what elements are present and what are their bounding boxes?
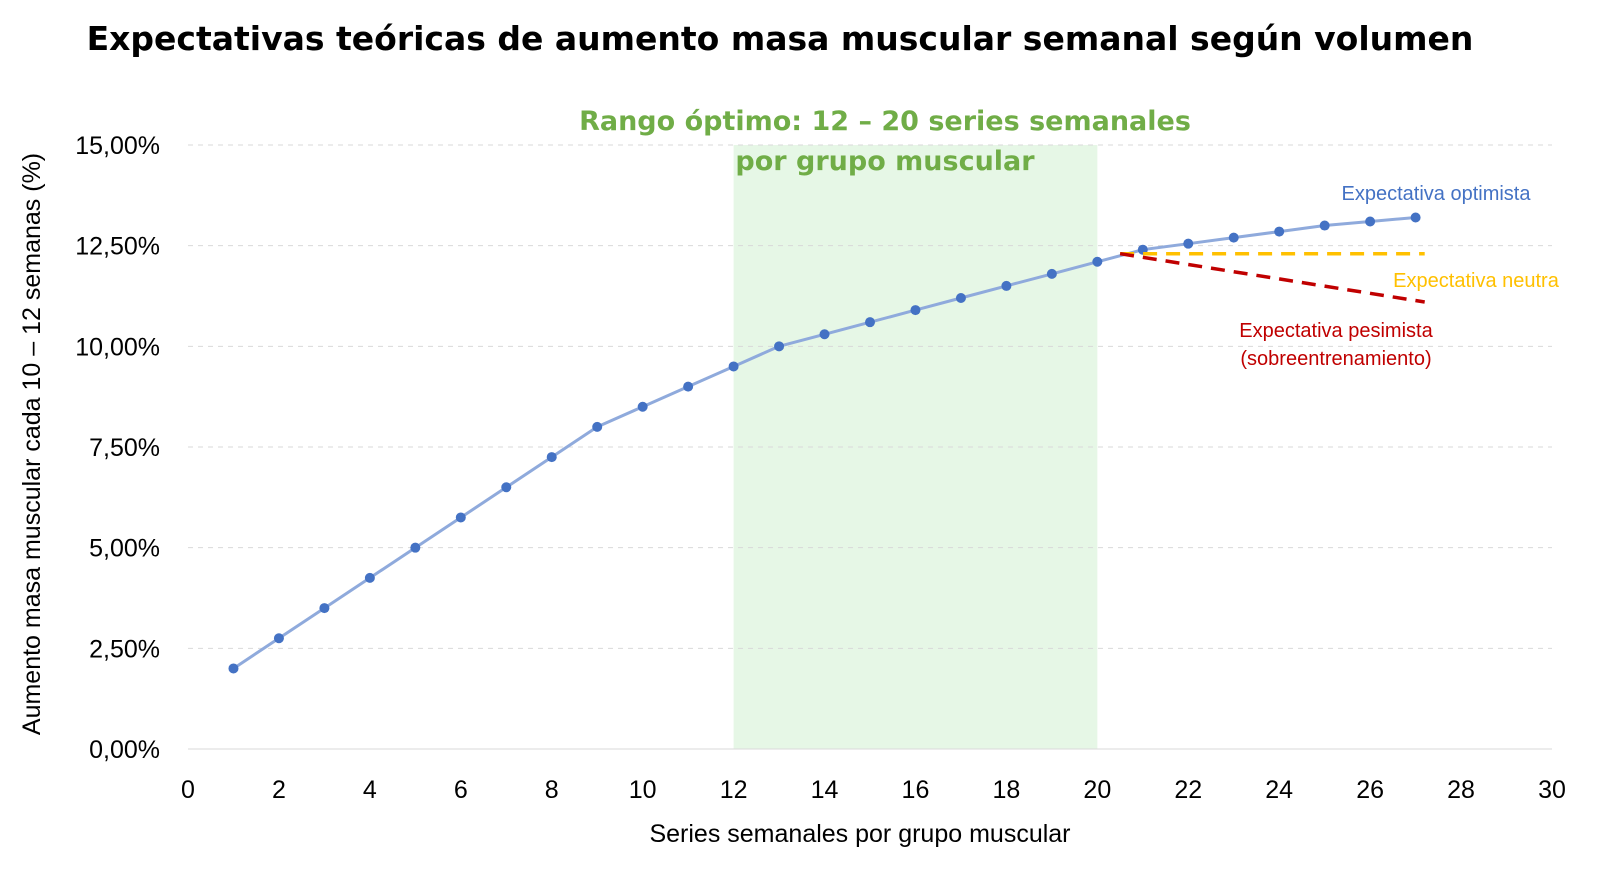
- y-tick-label: 2,50%: [89, 635, 160, 663]
- series-marker: [774, 341, 785, 352]
- y-tick-label: 12,50%: [75, 233, 160, 261]
- series-marker: [1319, 220, 1330, 231]
- x-tick-label: 2: [272, 776, 286, 804]
- x-tick-label: 20: [1083, 776, 1111, 804]
- x-tick-label: 24: [1265, 776, 1293, 804]
- series-marker: [1001, 280, 1012, 291]
- x-tick-label: 26: [1356, 776, 1384, 804]
- y-axis-title: Aumento masa muscular cada 10 – 12 seman…: [18, 153, 46, 735]
- series-label-layer: Expectativa optimista Expectativa neutra E…: [1239, 183, 1559, 370]
- series-marker: [592, 421, 603, 432]
- series-marker: [410, 542, 421, 553]
- series-marker: [273, 633, 284, 644]
- x-tick-label: 30: [1538, 776, 1566, 804]
- series-marker: [865, 317, 875, 328]
- series-marker: [910, 305, 921, 316]
- series-marker: [1365, 216, 1376, 227]
- x-tick-label: 16: [902, 776, 930, 804]
- x-tick-label: 0: [181, 776, 195, 804]
- series-marker: [1274, 226, 1285, 237]
- optimal-range-label-line-1: Rango óptimo: 12 – 20 series semanales: [579, 106, 1191, 137]
- series-label-0: Expectativa optimista: [1342, 183, 1532, 205]
- x-axis-title: Series semanales por grupo muscular: [649, 820, 1070, 848]
- series-label-1: Expectativa neutra: [1393, 270, 1560, 292]
- highlight-band-layer: Rango óptimo: 12 – 20 series semanales po…: [579, 106, 1191, 749]
- series-marker: [955, 293, 966, 304]
- y-tick-label: 15,00%: [75, 132, 160, 160]
- series-marker: [637, 401, 648, 412]
- series-marker: [228, 663, 239, 674]
- optimal-range-band: [733, 145, 1098, 749]
- series-line-2: [1119, 251, 1425, 304]
- grid-layer: [188, 144, 1552, 750]
- y-tick-label: 0,00%: [89, 736, 160, 764]
- series-layer: [228, 212, 1425, 674]
- y-tick-layer: 0,00% 2,50% 5,00% 7,50% 10,00% 12,50% 15,00%: [75, 132, 160, 764]
- chart-title: Expectativas teóricas de aumento masa mu…: [87, 19, 1474, 58]
- x-tick-label: 22: [1174, 776, 1202, 804]
- optimal-range-label-line-2: por grupo muscular: [735, 146, 1035, 177]
- y-tick-label: 10,00%: [75, 333, 160, 361]
- series-marker: [1092, 256, 1103, 267]
- x-tick-label: 12: [720, 776, 748, 804]
- x-tick-label: 10: [629, 776, 657, 804]
- series-marker: [455, 512, 466, 523]
- x-tick-label: 4: [363, 776, 377, 804]
- x-tick-label: 6: [454, 776, 468, 804]
- series-marker: [364, 572, 375, 583]
- series-marker: [1228, 232, 1239, 243]
- series-marker: [1410, 212, 1421, 223]
- x-tick-label: 18: [992, 776, 1020, 804]
- x-tick-layer: 0 2 4 6 8 10 12 14 16 18 20 22 24 26 28 30: [181, 776, 1566, 804]
- series-marker: [1183, 238, 1194, 249]
- series-marker: [1046, 268, 1057, 279]
- series-label-2-line-2: (sobreentrenamiento): [1240, 348, 1431, 370]
- series-marker: [501, 482, 512, 493]
- x-tick-label: 14: [811, 776, 839, 804]
- y-tick-label: 7,50%: [89, 434, 160, 462]
- series-marker: [546, 452, 557, 463]
- series-marker: [819, 329, 830, 340]
- series-marker: [683, 381, 694, 392]
- y-tick-label: 5,00%: [89, 535, 160, 563]
- x-tick-label: 28: [1447, 776, 1475, 804]
- series-marker: [728, 361, 739, 372]
- series-marker: [319, 603, 330, 614]
- x-tick-label: 8: [545, 776, 559, 804]
- series-label-2: Expectativa pesimista: [1239, 320, 1433, 342]
